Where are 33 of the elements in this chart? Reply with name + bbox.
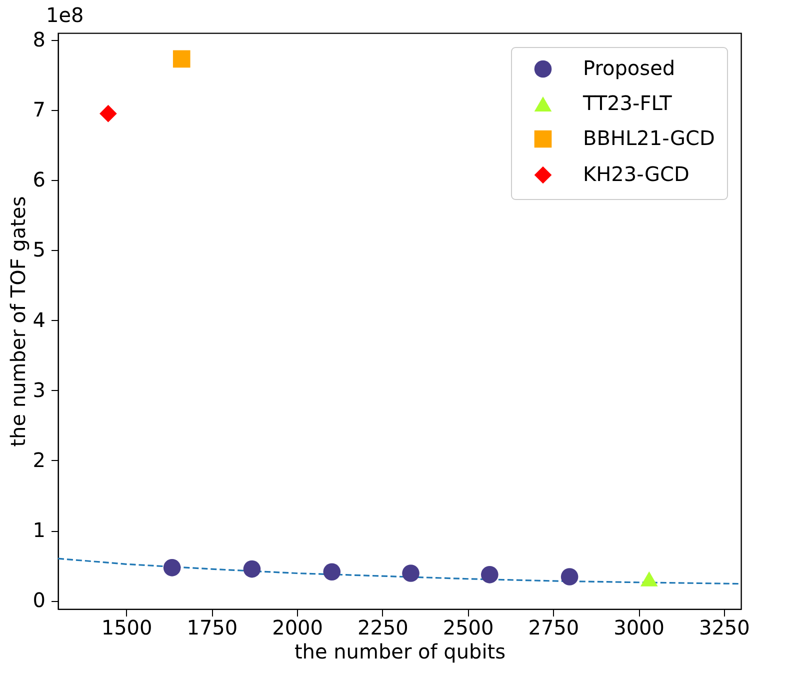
y-tick-label: 0 bbox=[32, 588, 46, 612]
x-axis-title: the number of qubits bbox=[294, 640, 506, 664]
text: 1e8 bbox=[46, 3, 84, 28]
point bbox=[323, 563, 341, 581]
y-tick-label: 3 bbox=[32, 378, 46, 402]
legend-label: Proposed bbox=[583, 56, 676, 80]
x-tick-label: 2250 bbox=[357, 616, 408, 640]
x-tick-label: 3000 bbox=[614, 616, 665, 640]
y-tick-label: 6 bbox=[32, 168, 46, 192]
y-tick-label: 5 bbox=[32, 238, 46, 262]
point bbox=[402, 564, 420, 582]
y-tick-label: 8 bbox=[32, 28, 46, 52]
point bbox=[480, 566, 498, 584]
x-tick-label: 2000 bbox=[272, 616, 324, 640]
x-tick-label: 1750 bbox=[186, 616, 238, 640]
y-tick-label: 1 bbox=[32, 518, 46, 542]
x-tick-label: 2750 bbox=[528, 616, 580, 640]
point bbox=[163, 559, 181, 576]
y-tick-label: 7 bbox=[32, 98, 46, 122]
x-tick-label: 1500 bbox=[101, 616, 152, 640]
legend-label: KH23-GCD bbox=[583, 162, 690, 186]
point bbox=[100, 104, 117, 122]
point bbox=[640, 571, 658, 586]
y-tick-label: 2 bbox=[32, 448, 46, 472]
point bbox=[560, 568, 578, 586]
legend-label: TT23-FLT bbox=[582, 91, 673, 115]
y-axis-title: the number of TOF gates bbox=[6, 196, 30, 447]
point bbox=[172, 50, 190, 68]
legend-label: BBHL21-GCD bbox=[583, 126, 715, 150]
x-tick-label: 2500 bbox=[442, 616, 494, 640]
x-tick-label: 3250 bbox=[698, 616, 750, 640]
point bbox=[243, 560, 261, 578]
y-tick-label: 4 bbox=[32, 308, 46, 332]
